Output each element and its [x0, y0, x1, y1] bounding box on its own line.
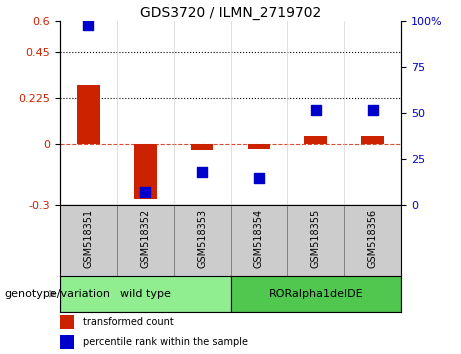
Point [312, 107, 319, 113]
Title: GDS3720 / ILMN_2719702: GDS3720 / ILMN_2719702 [140, 6, 321, 20]
FancyBboxPatch shape [230, 276, 401, 312]
Bar [77, 85, 100, 144]
Text: wild type: wild type [120, 289, 171, 299]
Point [255, 175, 263, 181]
Text: percentile rank within the sample: percentile rank within the sample [83, 337, 248, 347]
Bar [60, 315, 74, 329]
FancyBboxPatch shape [60, 276, 230, 312]
Bar [248, 144, 270, 149]
Point [198, 169, 206, 175]
Text: GSM518354: GSM518354 [254, 209, 264, 268]
Text: GSM518355: GSM518355 [311, 209, 321, 268]
Text: genotype/variation: genotype/variation [5, 289, 111, 299]
Bar [304, 136, 327, 144]
Bar [134, 144, 157, 199]
Text: GSM518352: GSM518352 [140, 209, 150, 268]
Text: GSM518351: GSM518351 [83, 209, 94, 268]
Bar [191, 144, 213, 150]
Text: transformed count: transformed count [83, 318, 174, 327]
Bar [60, 335, 74, 348]
Point [85, 22, 92, 28]
Point [142, 190, 149, 195]
Text: GSM518353: GSM518353 [197, 209, 207, 268]
Text: GSM518356: GSM518356 [367, 209, 378, 268]
Point [369, 107, 376, 113]
Bar [361, 136, 384, 144]
Text: RORalpha1delDE: RORalpha1delDE [268, 289, 363, 299]
